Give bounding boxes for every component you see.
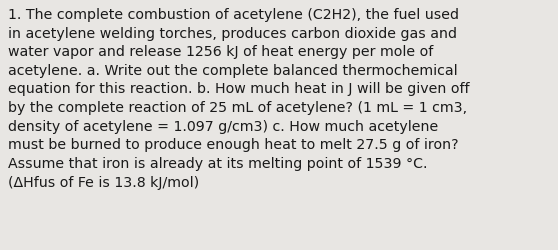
Text: 1. The complete combustion of acetylene (C2H2), the fuel used
in acetylene weldi: 1. The complete combustion of acetylene …: [8, 8, 469, 189]
